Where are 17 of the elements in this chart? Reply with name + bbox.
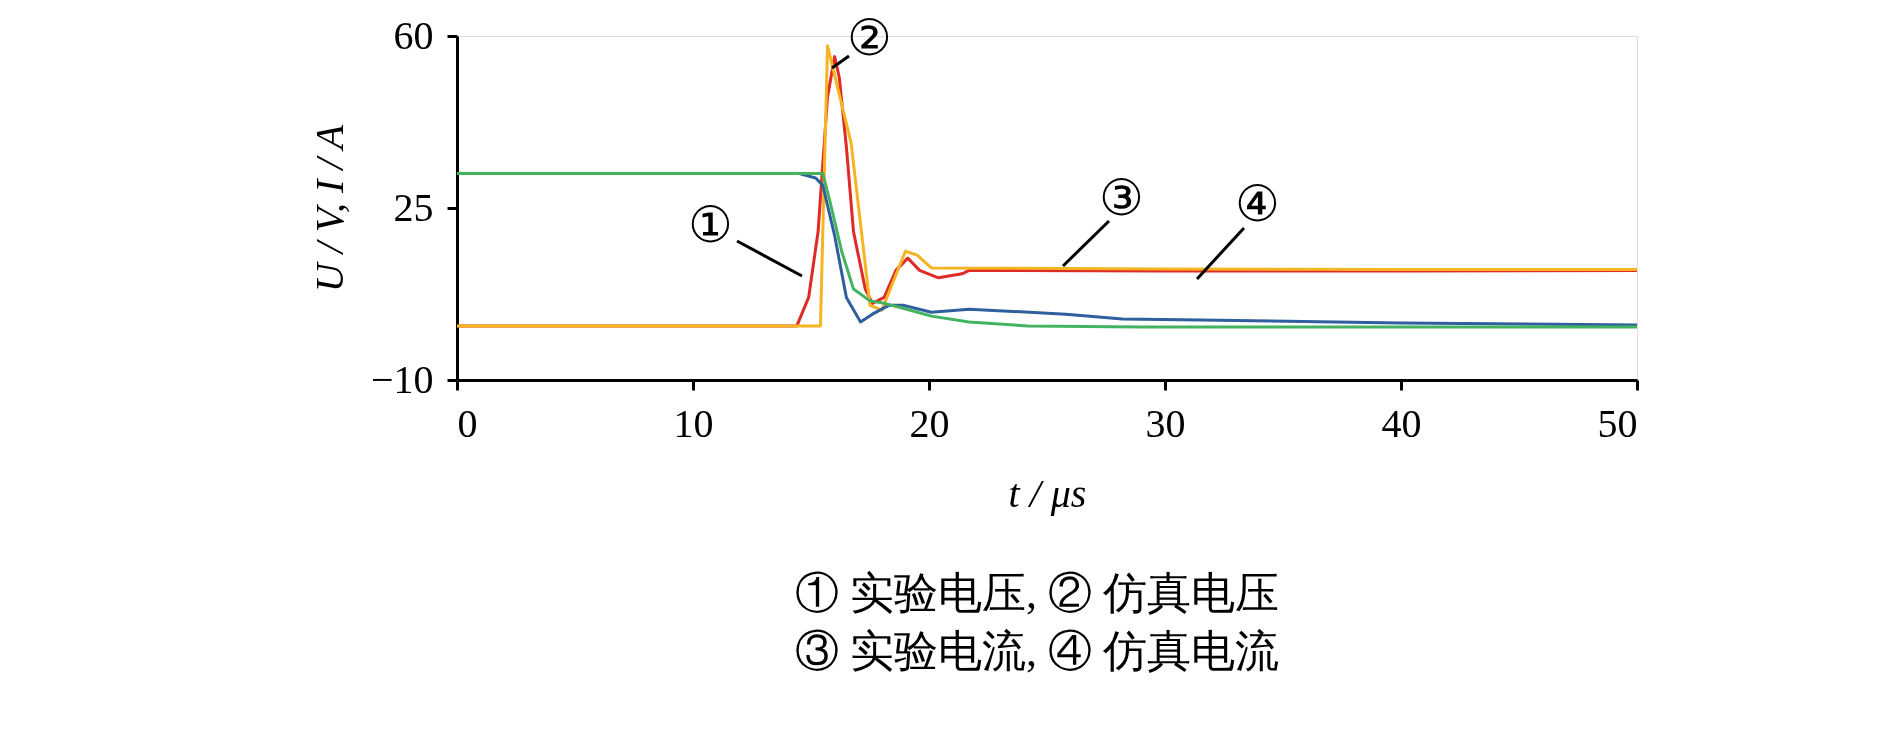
text: ① 实验电压, ② 仿真电压 [795,569,1279,618]
annotation: ④ [1234,176,1280,232]
x-tick-label: 50 [1597,400,1638,446]
x-tick-label: 30 [1145,400,1186,446]
x-tick-label: 20 [909,400,950,446]
x-tick-label: 10 [673,400,714,446]
y-tick-label: 25 [393,184,434,230]
y-axis-title: U / V, I / A [306,124,352,293]
annotation: ② [846,10,892,66]
x-tick-label: 40 [1381,400,1422,446]
x-axis-title: t / μs [1008,470,1087,516]
annotation: ① [687,197,733,253]
text: ③ 实验电流, ④ 仿真电流 [795,627,1279,676]
y-tick-label: −10 [370,356,434,402]
y-tick-label: 60 [393,12,434,58]
annotation: ③ [1098,170,1144,226]
x-tick-label: 0 [457,400,478,446]
